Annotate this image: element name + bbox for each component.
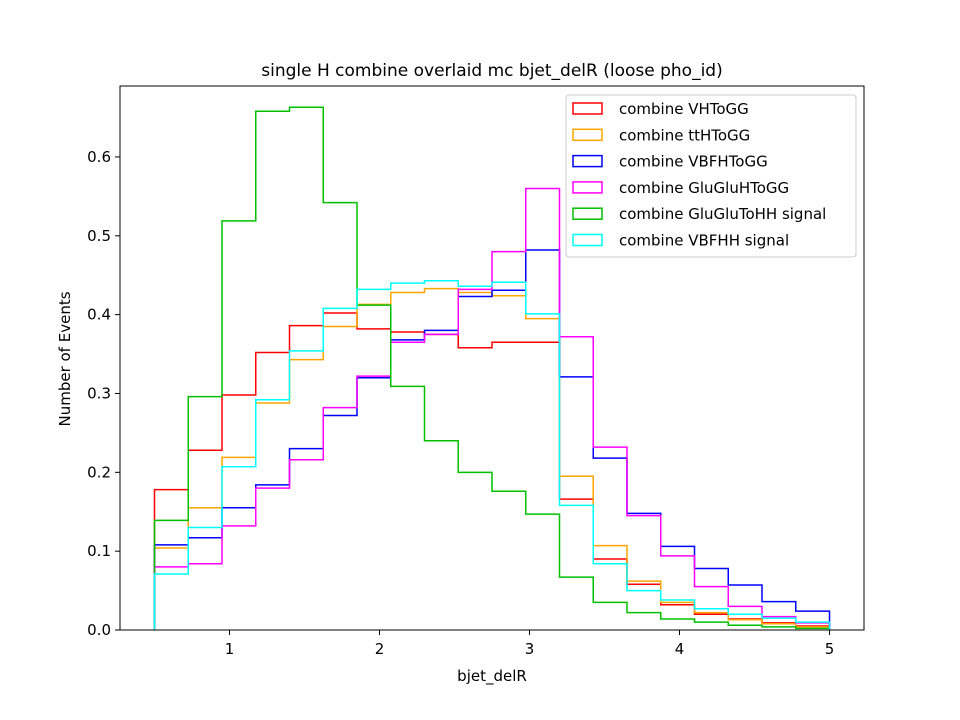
y-axis-label: Number of Events xyxy=(56,291,74,426)
y-tick-label: 0.3 xyxy=(87,384,111,402)
legend-swatch xyxy=(572,233,603,247)
plot-frame xyxy=(119,85,865,631)
legend-swatch xyxy=(572,154,603,168)
y-tick-label: 0.5 xyxy=(87,227,111,245)
legend-box xyxy=(565,94,857,258)
chart-title: single H combine overlaid mc bjet_delR (… xyxy=(261,61,722,81)
legend-label: combine VBFHToGG xyxy=(619,153,768,171)
x-tick-label: 1 xyxy=(225,640,235,658)
legend-label: combine VHToGG xyxy=(619,100,749,118)
legend-label: combine ttHToGG xyxy=(619,126,750,144)
x-axis-label: bjet_delR xyxy=(457,667,527,686)
legend-swatch xyxy=(572,102,603,115)
legend: combine VHToGG combine ttHToGG combine VBF… xyxy=(565,94,857,258)
series-layer xyxy=(153,106,831,630)
legend-label: combine VBFHH signal xyxy=(619,232,789,250)
x-tick-label: 4 xyxy=(675,640,685,658)
legend-label: combine GluGluHToGG xyxy=(619,179,789,197)
legend-swatch xyxy=(572,128,603,142)
x-tick-label: 2 xyxy=(375,640,385,658)
y-tick-label: 0.1 xyxy=(87,542,111,560)
y-tick-label: 0.0 xyxy=(87,621,111,639)
legend-swatch xyxy=(572,181,603,194)
series-line-5 xyxy=(153,279,831,630)
axes-layer: 1 2 3 4 5 0.0 0.1 0.2 0.3 0.4 0.5 0.6 xyxy=(87,85,865,658)
series-line-4 xyxy=(153,106,831,630)
y-tick-label: 0.6 xyxy=(87,148,111,166)
legend-swatch xyxy=(572,207,603,220)
x-tick-label: 3 xyxy=(525,640,535,658)
y-tick-label: 0.4 xyxy=(87,306,111,324)
y-tick-label: 0.2 xyxy=(87,463,111,481)
x-tick-label: 5 xyxy=(825,640,835,658)
legend-label: combine GluGluToHH signal xyxy=(619,205,826,223)
series-line-3 xyxy=(153,187,831,630)
